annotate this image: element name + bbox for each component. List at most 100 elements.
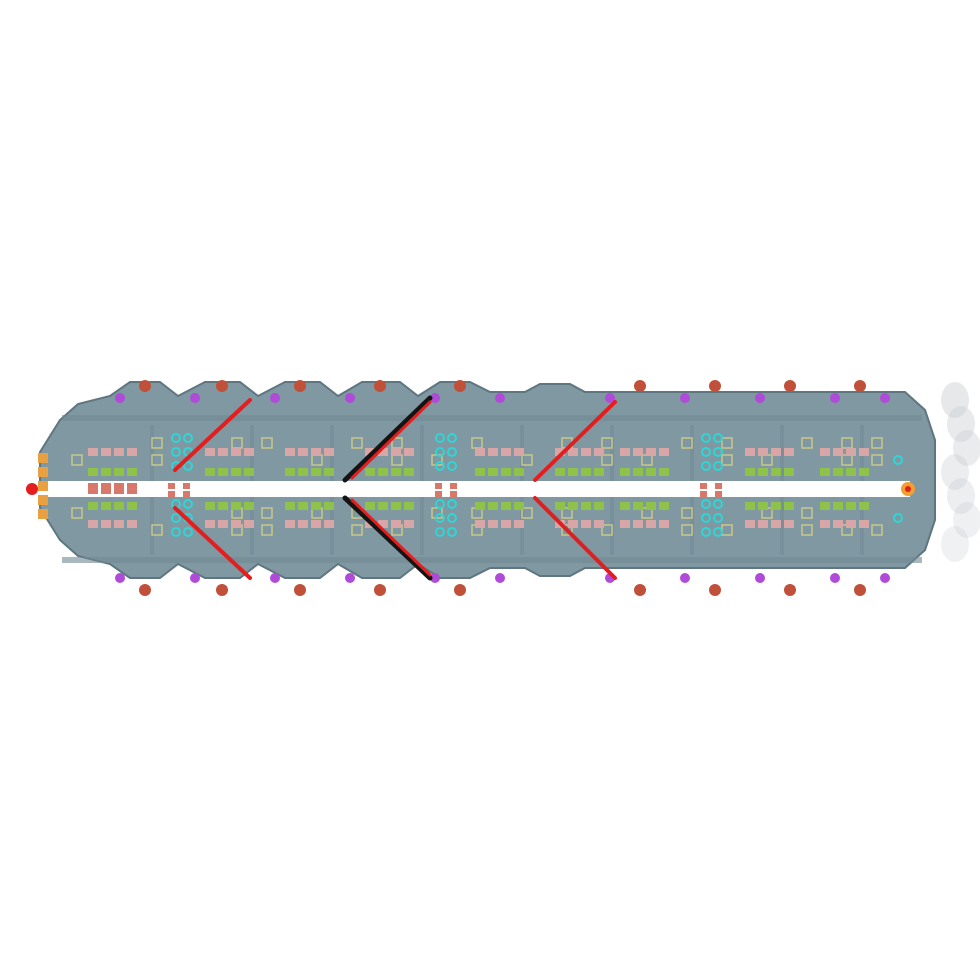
compartment-outline [681,437,693,449]
turret-icon [270,573,280,583]
turret-icon [680,393,690,403]
module-salmon [168,483,175,489]
module-cyan [713,447,723,457]
turret-icon [345,573,355,583]
module-pink [488,448,498,456]
module-green [594,502,604,510]
module-salmon [183,483,190,489]
module-pink [846,448,856,456]
laser-beam-icon [342,395,433,483]
module-green [114,468,124,476]
turret-icon [216,380,228,392]
module-salmon [114,483,124,494]
compartment-outline [801,524,813,536]
turret-icon [430,573,440,583]
module-green [820,468,830,476]
module-pink [114,520,124,528]
carrier-ship[interactable] [26,380,936,596]
hull-panel-band [62,415,922,421]
module-cyan [701,433,711,443]
exhaust-puff [953,430,980,466]
module-green [594,468,604,476]
exhaust-puff [941,454,969,490]
module-pink [88,520,98,528]
module-green [298,468,308,476]
module-salmon [700,491,707,497]
module-green [285,502,295,510]
engine [901,482,915,496]
turrets [115,380,890,596]
module-cyan [435,433,445,443]
module-salmon [715,483,722,489]
module-green [391,502,401,510]
module-cyan [447,447,457,457]
turret-icon [270,393,280,403]
laser-beam-icon [533,496,617,580]
turret-icon [755,573,765,583]
module-green [324,502,334,510]
turret-icon [880,573,890,583]
module-green [514,502,524,510]
module-green [859,468,869,476]
module-pink [846,520,856,528]
hull [39,381,936,579]
module-green [784,502,794,510]
compartment-outline [151,454,163,466]
turret-icon [190,573,200,583]
turret-icon [374,380,386,392]
module-pink [620,448,630,456]
module-green [568,468,578,476]
modules [71,433,903,537]
module-pink [514,448,524,456]
module-pink [568,520,578,528]
compartment-outline [261,507,273,519]
module-green [501,502,511,510]
module-green [404,468,414,476]
module-green [745,502,755,510]
module-pink [244,448,254,456]
module-green [659,468,669,476]
module-cyan [435,527,445,537]
compartment-outline [151,524,163,536]
module-pink [205,520,215,528]
module-green [846,502,856,510]
module-pink [404,520,414,528]
module-green [659,502,669,510]
compartment-outline [351,524,363,536]
turret-icon [830,573,840,583]
module-green [311,468,321,476]
turret-icon [454,380,466,392]
module-green [745,468,755,476]
turret-icon [294,380,306,392]
turret-icon [495,393,505,403]
module-green [475,468,485,476]
turret-icon [784,380,796,392]
module-pink [218,448,228,456]
compartment-outline [801,507,813,519]
module-cyan [701,461,711,471]
module-cyan [701,513,711,523]
laser-beam-icon [350,498,432,577]
turret-icon [680,573,690,583]
module-green [231,502,241,510]
exhaust-puff [941,526,969,562]
module-cyan [701,447,711,457]
module-green [88,468,98,476]
module-pink [205,448,215,456]
compartment-outline [601,454,613,466]
compartment-outline [871,437,883,449]
module-cyan [447,433,457,443]
module-pink [758,520,768,528]
module-green [88,502,98,510]
module-salmon [127,483,137,494]
compartment-outline [681,524,693,536]
module-green [324,468,334,476]
module-pink [633,448,643,456]
module-pink [646,448,656,456]
module-pink [88,448,98,456]
module-pink [391,448,401,456]
thruster-icon [38,453,48,463]
module-green [555,502,565,510]
module-green [231,468,241,476]
module-pink [391,520,401,528]
